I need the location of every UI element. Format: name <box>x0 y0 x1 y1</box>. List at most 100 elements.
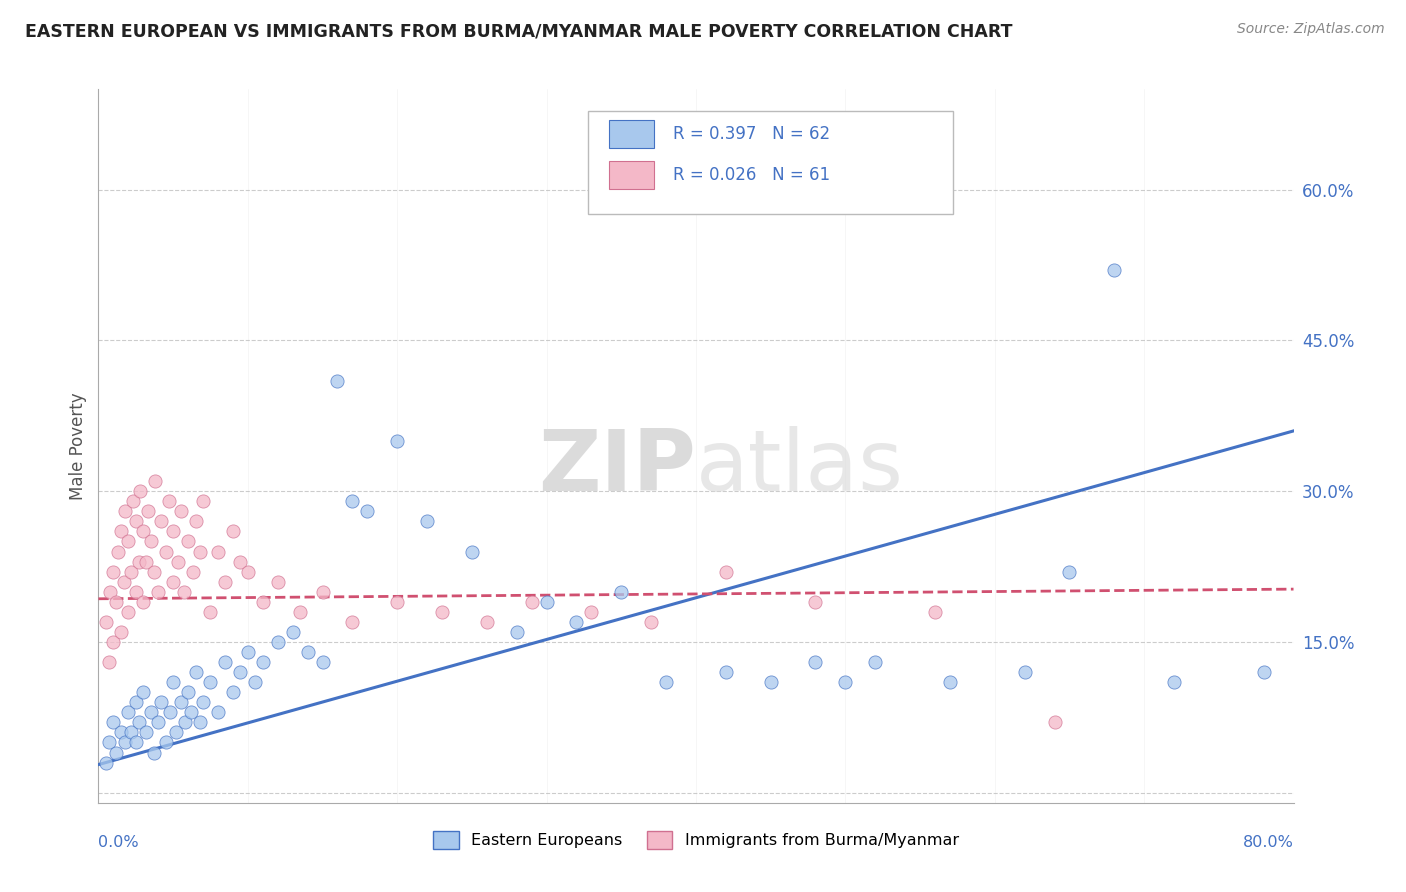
Point <box>142 746 165 760</box>
Point <box>103 565 125 579</box>
Y-axis label: Male Poverty: Male Poverty <box>69 392 87 500</box>
Point <box>114 504 136 518</box>
Point <box>1014 665 1036 680</box>
Point <box>311 655 333 669</box>
Point <box>506 624 529 639</box>
Point <box>804 595 827 609</box>
Point <box>177 685 200 699</box>
Point <box>169 695 191 709</box>
Point <box>214 655 236 669</box>
Point <box>121 494 143 508</box>
Point <box>94 615 117 629</box>
Point <box>174 715 197 730</box>
Point <box>610 584 633 599</box>
Point <box>207 706 229 720</box>
Point <box>865 655 887 669</box>
Point <box>159 706 181 720</box>
Point <box>236 645 259 659</box>
Point <box>207 544 229 558</box>
Point <box>173 584 195 599</box>
Point <box>117 706 139 720</box>
Point <box>385 434 409 448</box>
Point <box>520 595 543 609</box>
Point <box>188 544 211 558</box>
Point <box>125 735 148 749</box>
Point <box>110 725 132 739</box>
Point <box>214 574 236 589</box>
Point <box>97 655 120 669</box>
Point <box>157 494 180 508</box>
Point <box>924 605 946 619</box>
Point <box>188 715 211 730</box>
Text: Source: ZipAtlas.com: Source: ZipAtlas.com <box>1237 22 1385 37</box>
Point <box>222 524 245 539</box>
Point <box>804 655 827 669</box>
Point <box>135 555 157 569</box>
Point <box>125 584 148 599</box>
Point <box>139 534 162 549</box>
Point <box>229 665 252 680</box>
Point <box>759 675 782 690</box>
Text: atlas: atlas <box>696 425 904 509</box>
Point <box>252 595 274 609</box>
Point <box>132 685 155 699</box>
Point <box>120 725 142 739</box>
Point <box>112 574 135 589</box>
Point <box>939 675 962 690</box>
Text: EASTERN EUROPEAN VS IMMIGRANTS FROM BURMA/MYANMAR MALE POVERTY CORRELATION CHART: EASTERN EUROPEAN VS IMMIGRANTS FROM BURM… <box>25 22 1012 40</box>
Legend: Eastern Europeans, Immigrants from Burma/Myanmar: Eastern Europeans, Immigrants from Burma… <box>426 824 966 855</box>
Point <box>430 605 453 619</box>
Point <box>288 605 311 619</box>
Text: R = 0.397   N = 62: R = 0.397 N = 62 <box>673 125 831 143</box>
Point <box>416 515 439 529</box>
Point <box>461 544 484 558</box>
Point <box>342 494 364 508</box>
Point <box>107 544 129 558</box>
Point <box>236 565 259 579</box>
Point <box>136 504 159 518</box>
Point <box>356 504 378 518</box>
Point <box>142 565 165 579</box>
Point <box>385 595 409 609</box>
Point <box>120 565 142 579</box>
Point <box>184 515 207 529</box>
Point <box>834 675 856 690</box>
Point <box>281 624 304 639</box>
Point <box>222 685 245 699</box>
Point <box>94 756 117 770</box>
Point <box>162 574 184 589</box>
Point <box>1104 263 1126 277</box>
Point <box>105 746 128 760</box>
Point <box>162 675 184 690</box>
Text: 80.0%: 80.0% <box>1243 835 1294 850</box>
Point <box>125 695 148 709</box>
FancyBboxPatch shape <box>589 111 953 214</box>
Point <box>245 675 267 690</box>
Point <box>267 635 290 649</box>
Point <box>229 555 252 569</box>
Point <box>143 474 166 488</box>
Point <box>155 544 177 558</box>
Point <box>135 725 157 739</box>
Point <box>128 715 150 730</box>
Point <box>1253 665 1275 680</box>
Point <box>98 584 122 599</box>
Point <box>267 574 290 589</box>
Bar <box>609 161 654 189</box>
Point <box>581 605 603 619</box>
Point <box>1163 675 1185 690</box>
Text: ZIP: ZIP <box>538 425 696 509</box>
Point <box>125 515 148 529</box>
Point <box>117 534 139 549</box>
Point <box>139 706 162 720</box>
Text: R = 0.026   N = 61: R = 0.026 N = 61 <box>673 166 831 184</box>
Point <box>103 715 125 730</box>
Point <box>110 524 132 539</box>
Point <box>180 706 202 720</box>
Point <box>342 615 364 629</box>
Point <box>150 695 173 709</box>
Point <box>181 565 204 579</box>
Point <box>655 675 678 690</box>
Point <box>105 595 128 609</box>
Point <box>148 584 170 599</box>
